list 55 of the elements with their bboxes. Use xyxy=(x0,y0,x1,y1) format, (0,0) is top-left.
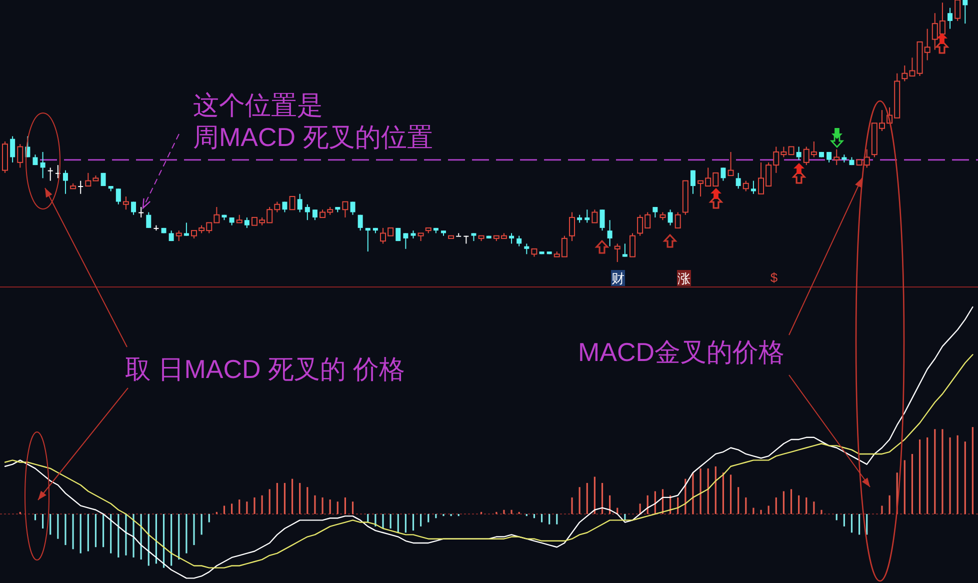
candlestick xyxy=(592,209,598,224)
candlestick xyxy=(750,180,756,194)
candlestick xyxy=(122,196,129,210)
candlestick xyxy=(516,235,522,247)
candlestick xyxy=(350,201,356,216)
candlestick xyxy=(403,232,408,250)
candlestick xyxy=(342,201,348,218)
candlestick xyxy=(622,243,628,258)
candlestick xyxy=(289,196,296,210)
candlestick xyxy=(690,170,696,194)
candlestick xyxy=(358,214,363,232)
candlestick xyxy=(282,201,288,213)
candlestick xyxy=(40,151,46,179)
candlestick xyxy=(569,212,576,242)
annotation: MACD金叉的价格 xyxy=(578,337,785,367)
annotation: 取 日MACD 死叉的 价格 xyxy=(125,354,406,384)
candlestick xyxy=(456,232,462,237)
candlestick xyxy=(62,170,68,194)
candlestick xyxy=(78,180,84,194)
candlestick xyxy=(629,232,636,258)
candlestick xyxy=(720,167,726,182)
candlestick xyxy=(10,136,16,163)
candlestick xyxy=(674,212,681,228)
candlestick xyxy=(297,193,302,213)
candlestick xyxy=(365,227,370,252)
candlestick xyxy=(962,0,968,24)
candlestick xyxy=(48,167,53,182)
candlestick xyxy=(244,216,250,228)
candlestick xyxy=(742,180,749,192)
candlestick xyxy=(834,148,840,166)
candlestick xyxy=(146,212,152,228)
candlestick xyxy=(600,209,605,232)
candlestick xyxy=(584,209,590,224)
candlestick xyxy=(728,151,734,176)
candlestick xyxy=(184,222,189,236)
candlestick xyxy=(607,220,612,247)
annotation: 这个位置是 xyxy=(193,90,323,120)
candlestick xyxy=(864,148,870,168)
candlestick xyxy=(131,201,136,216)
text: $ xyxy=(770,270,778,285)
candlestick xyxy=(954,0,961,22)
candlestick xyxy=(176,230,182,242)
candlestick xyxy=(948,7,953,30)
candlestick xyxy=(524,243,530,255)
candlestick xyxy=(138,206,144,218)
candlestick xyxy=(312,209,318,221)
candlestick xyxy=(736,172,741,190)
annotation: 周MACD 死叉的位置 xyxy=(193,122,433,152)
candlestick xyxy=(509,232,514,244)
candlestick xyxy=(116,188,121,205)
candlestick xyxy=(796,146,802,160)
candlestick xyxy=(614,243,620,262)
candlestick xyxy=(17,144,24,168)
candlestick xyxy=(668,209,673,226)
candlestick xyxy=(304,204,310,221)
